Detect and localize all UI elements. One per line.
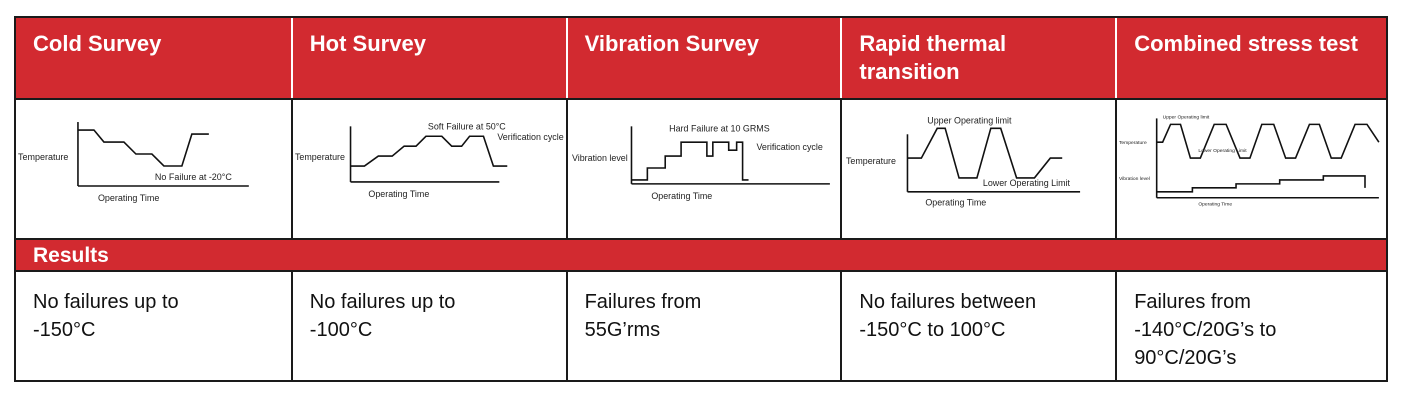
y-axis-label: Temperature [1119, 140, 1147, 146]
result-line: -150°C [33, 319, 96, 341]
lower-limit-label: Lower Operating Limit [983, 178, 1071, 188]
header-cell-vibration-survey: Vibration Survey [565, 18, 841, 98]
result-cell-rapid-thermal-transition: No failures between -150°C to 100°C [840, 272, 1115, 380]
annotation-label: No Failure at -20°C [155, 172, 233, 182]
result-line: -100°C [309, 319, 373, 341]
x-axis-label: Operating Time [98, 193, 159, 203]
column-title: Rapid thermal transition [859, 31, 1007, 84]
result-text: No failures up to -100°C [310, 288, 558, 344]
results-row: Results [16, 238, 1386, 270]
column-title: Vibration Survey [584, 31, 760, 56]
vibration-profile [631, 141, 749, 181]
result-line: No failures between [859, 291, 1037, 313]
vibration-profile [1156, 175, 1366, 193]
verification-label: Verification cycle [756, 142, 822, 152]
upper-limit-label: Upper Operating limit [1163, 114, 1210, 120]
cold-survey-diagram: Temperature No Failure at -20°C Operatin… [18, 122, 249, 203]
y-axis-label: Vibration level [572, 153, 628, 163]
column-title: Cold Survey [33, 31, 162, 56]
hot-survey-diagram: Temperature Soft Failure at 50°C Verific… [295, 121, 564, 199]
column-title: Hot Survey [309, 31, 426, 56]
y-axis-label: Temperature [846, 156, 896, 166]
diagram-cell-hot-survey: Temperature Soft Failure at 50°C Verific… [290, 100, 566, 238]
result-line: No failures up to [33, 291, 179, 313]
result-line: 55G’rms [584, 319, 661, 341]
results-heading: Results [33, 244, 109, 267]
header-cell-combined-stress-test: Combined stress test [1115, 18, 1390, 98]
result-line: 90°C/20G’s [1134, 347, 1237, 369]
diagram-cell-cold-survey: Temperature No Failure at -20°C Operatin… [16, 100, 291, 238]
result-text: Failures from 55G’rms [585, 288, 833, 344]
y-axis-label-vibration: Vibration level [1119, 176, 1150, 182]
upper-limit-label: Upper Operating limit [928, 115, 1013, 125]
results-values-row: No failures up to -150°C No failures up … [16, 270, 1386, 380]
vibration-survey-diagram: Vibration level Hard Failure at 10 GRMS … [572, 123, 830, 201]
result-line: -150°C to 100°C [859, 319, 1006, 341]
diagram-cell-combined-stress-test: Temperature Vibration level Upper Operat… [1115, 100, 1390, 238]
result-line: Failures from [584, 291, 702, 313]
header-cell-cold-survey: Cold Survey [16, 18, 291, 98]
header-cell-rapid-thermal-transition: Rapid thermal transition [840, 18, 1115, 98]
x-axis-label: Operating Time [651, 191, 712, 201]
temperature-profile [1156, 123, 1380, 159]
result-cell-combined-stress-test: Failures from -140°C/20G’s to 90°C/20G’s [1115, 272, 1390, 380]
result-cell-cold-survey: No failures up to -150°C [16, 272, 291, 380]
result-text: Failures from -140°C/20G’s to 90°C/20G’s [1134, 288, 1382, 372]
diagram-cell-rapid-thermal-transition: Temperature Upper Operating limit Lower … [840, 100, 1115, 238]
temperature-profile [77, 129, 209, 167]
result-text: No failures between -150°C to 100°C [859, 288, 1107, 344]
header-row: Cold Survey Hot Survey Vibration Survey … [16, 18, 1386, 98]
annotation-label: Hard Failure at 10 GRMS [669, 123, 770, 133]
temperature-profile [907, 127, 1063, 179]
x-axis-label: Operating Time [1199, 202, 1233, 208]
temperature-profile [350, 135, 508, 167]
column-title: Combined stress test [1134, 31, 1358, 56]
stress-test-table: Cold Survey Hot Survey Vibration Survey … [14, 16, 1388, 382]
x-axis-label: Operating Time [926, 198, 987, 208]
result-text: No failures up to -150°C [33, 288, 283, 344]
result-cell-hot-survey: No failures up to -100°C [290, 272, 566, 380]
diagram-cell-vibration-survey: Vibration level Hard Failure at 10 GRMS … [565, 100, 841, 238]
verification-label: Verification cycle [497, 132, 563, 142]
rapid-thermal-diagram: Temperature Upper Operating limit Lower … [846, 115, 1081, 208]
result-line: -140°C/20G’s to [1134, 319, 1277, 341]
result-line: No failures up to [309, 291, 456, 313]
annotation-label: Soft Failure at 50°C [428, 121, 506, 131]
diagram-row: Temperature No Failure at -20°C Operatin… [16, 98, 1386, 238]
lower-limit-label: Lower Operating Limit [1199, 148, 1248, 154]
x-axis-label: Operating Time [368, 189, 429, 199]
y-axis-label: Temperature [295, 152, 345, 162]
header-cell-hot-survey: Hot Survey [290, 18, 566, 98]
result-cell-vibration-survey: Failures from 55G’rms [565, 272, 841, 380]
y-axis-label: Temperature [18, 152, 68, 162]
result-line: Failures from [1134, 291, 1251, 313]
combined-stress-diagram: Temperature Vibration level Upper Operat… [1119, 114, 1380, 208]
